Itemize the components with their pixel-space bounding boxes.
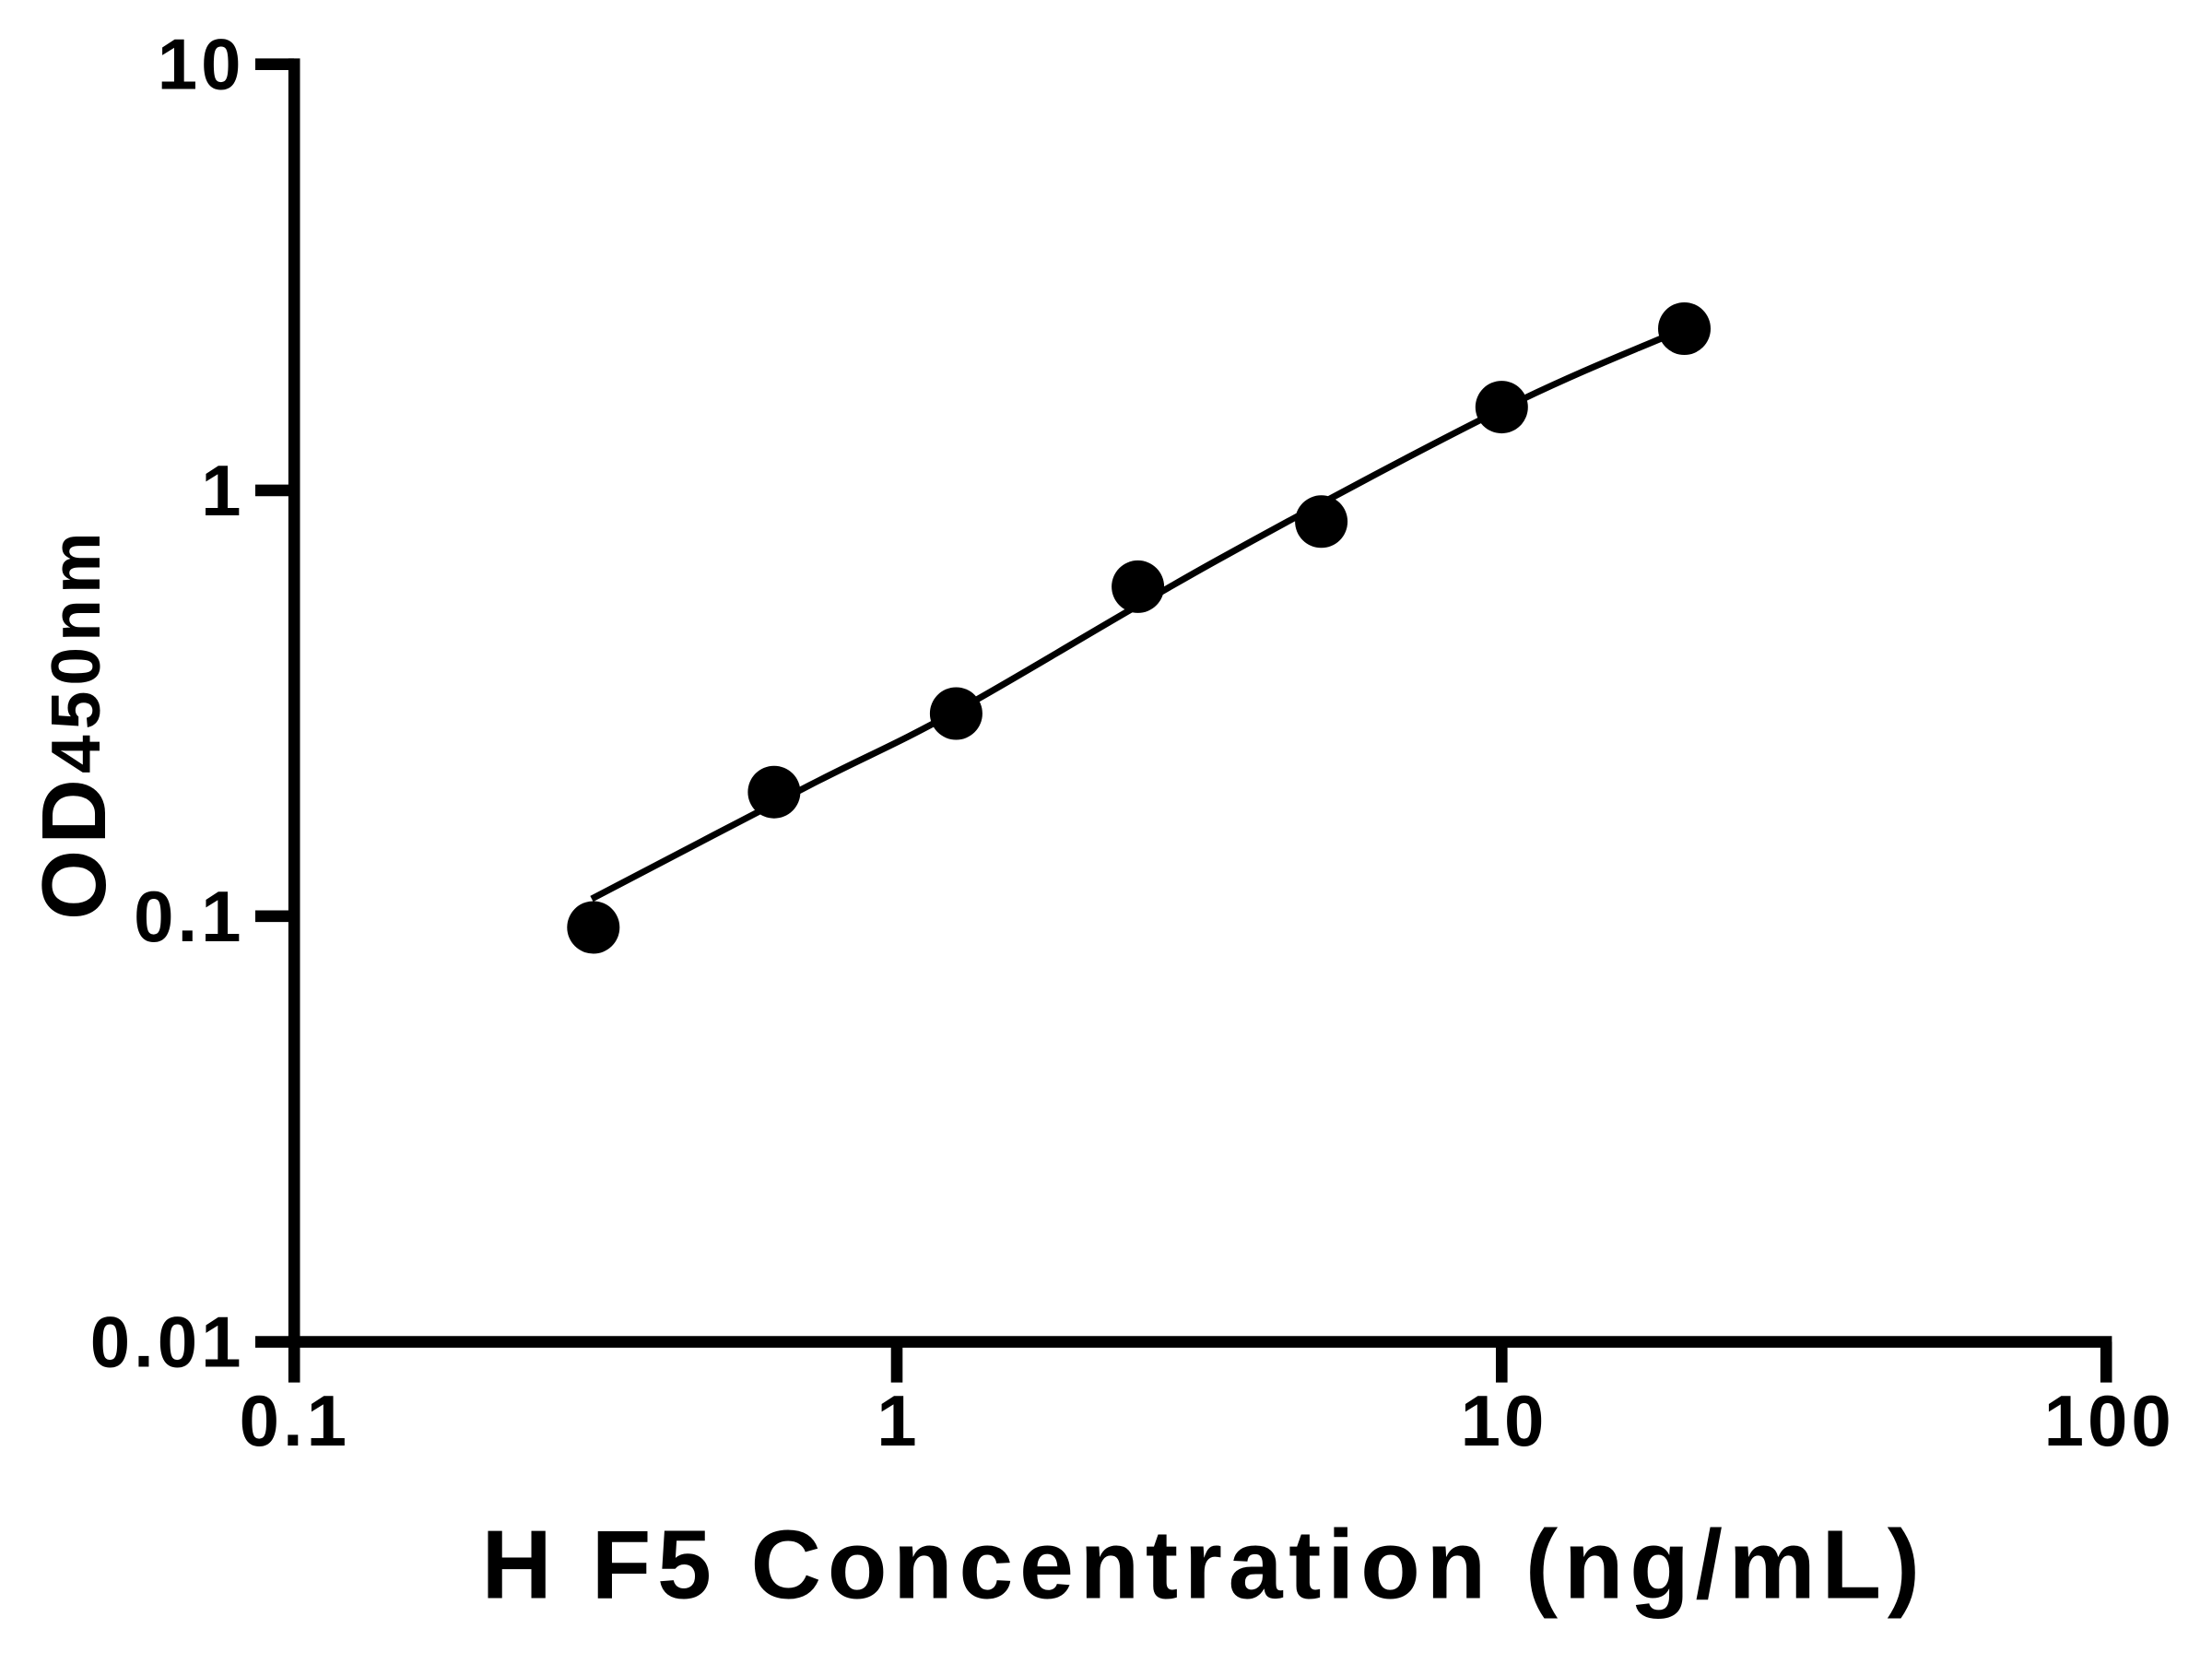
svg-text:100: 100: [2044, 1380, 2175, 1461]
svg-text:H F5 Concentration (ng/mL): H F5 Concentration (ng/mL): [481, 1510, 1925, 1619]
svg-text:0.1: 0.1: [240, 1380, 350, 1461]
svg-text:0.1: 0.1: [134, 876, 244, 957]
svg-text:OD450nm: OD450nm: [23, 526, 124, 920]
svg-text:1: 1: [201, 450, 244, 531]
svg-text:1: 1: [877, 1380, 920, 1461]
svg-text:10: 10: [158, 24, 245, 105]
svg-text:10: 10: [1461, 1380, 1548, 1461]
svg-text:0.01: 0.01: [90, 1302, 245, 1383]
